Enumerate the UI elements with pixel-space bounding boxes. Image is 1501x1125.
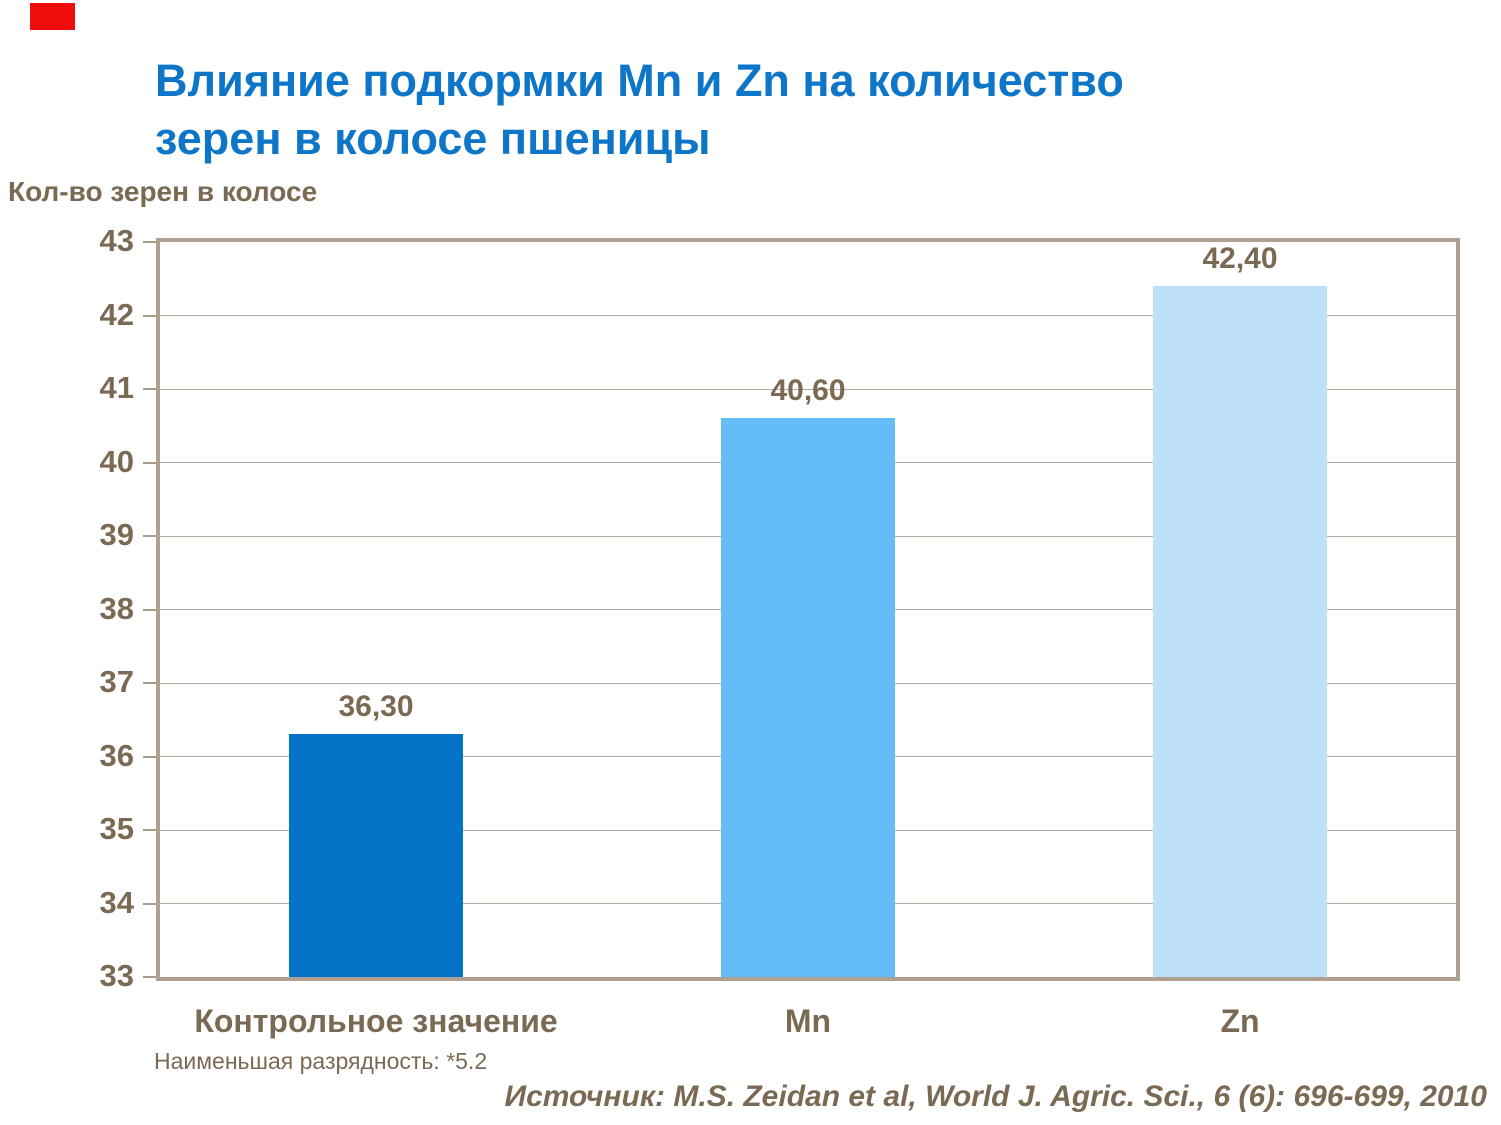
gridline	[160, 315, 1456, 316]
y-axis-tick-label: 39	[99, 517, 134, 552]
y-axis-tick-mark	[143, 314, 158, 317]
chart-title: Влияние подкормки Mn и Zn на количество …	[155, 52, 1355, 168]
y-axis-tick-label: 41	[99, 370, 134, 405]
chart-title-line1: Влияние подкормки Mn и Zn на количество	[155, 55, 1124, 106]
y-axis-tick-label: 36	[99, 737, 134, 773]
category-label: Контрольное значение	[194, 1003, 558, 1039]
y-axis-tick-mark	[143, 976, 158, 978]
category-label: Mn	[784, 1003, 832, 1039]
y-axis-tick-mark	[143, 682, 158, 684]
plot-area: 36,30 40,60 42,40	[156, 238, 1460, 981]
y-axis-tick-label: 42	[99, 296, 134, 332]
y-axis-tick-label: 40	[99, 443, 134, 479]
y-axis-tick-label: 43	[99, 223, 134, 258]
y-axis-tick-mark	[143, 535, 158, 537]
gridline	[160, 388, 1456, 390]
chart-title-line2: зерен в колосе пшеницы	[155, 113, 711, 164]
y-axis-tick-label: 34	[99, 884, 134, 920]
source-citation: Источник: M.S. Zeidan et al, World J. Ag…	[504, 1080, 1487, 1113]
bar-value-label: 36,30	[338, 690, 414, 724]
bar-value-label: 42,40	[1202, 242, 1278, 276]
bar-value-label: 40,60	[770, 374, 846, 408]
y-axis-title: Кол-во зерен в колосе	[8, 176, 318, 207]
y-axis-tick-mark	[143, 608, 158, 611]
y-axis-tick-mark	[143, 461, 158, 464]
bar	[1153, 286, 1327, 977]
category-label: Zn	[1220, 1003, 1260, 1039]
y-axis-tick-label: 35	[99, 811, 134, 846]
y-axis-tick-mark	[143, 902, 158, 905]
y-axis-tick-mark	[143, 829, 158, 831]
y-axis-tick-mark	[143, 388, 158, 390]
footnote: Наименьшая разрядность: *5.2	[154, 1048, 488, 1074]
y-axis-tick-mark	[143, 241, 158, 243]
y-axis-tick-label: 37	[99, 664, 134, 699]
y-axis-tick-mark	[143, 755, 158, 758]
bar	[721, 418, 895, 977]
y-axis-tick-label: 38	[99, 590, 134, 626]
y-axis-tick-label: 33	[99, 958, 134, 993]
bar	[289, 734, 463, 977]
red-marker	[30, 3, 75, 30]
